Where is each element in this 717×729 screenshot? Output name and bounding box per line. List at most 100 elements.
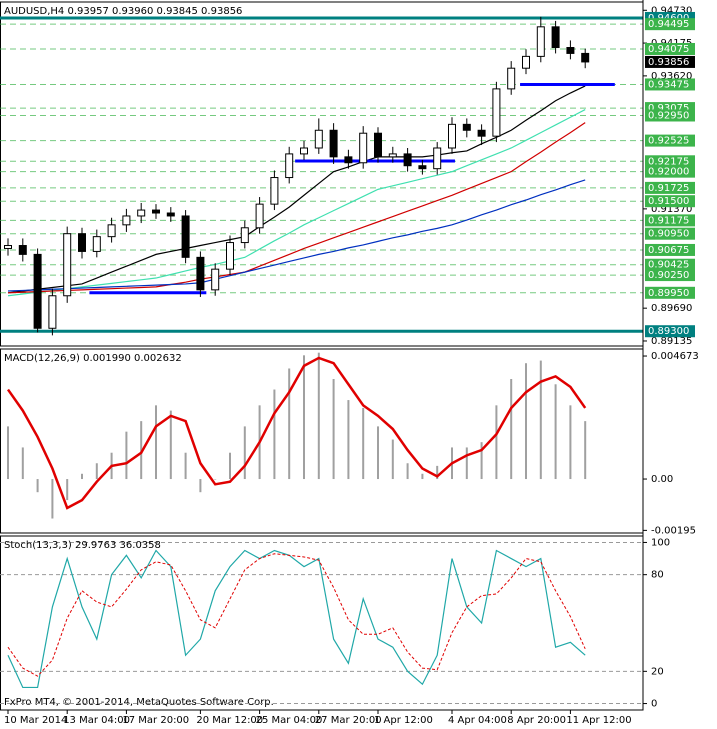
moving-average — [7, 179, 586, 292]
level-label-box — [645, 18, 695, 31]
level-label-box — [645, 109, 695, 122]
macd-bar — [140, 421, 143, 480]
macd-bar — [495, 405, 498, 480]
last-price-label: 0.93856 — [648, 57, 689, 68]
macd-bar — [36, 479, 39, 493]
macd-bar — [421, 473, 424, 480]
level-label: 0.92950 — [648, 110, 689, 121]
candle-body — [196, 256, 205, 291]
level-label: 0.91725 — [648, 183, 689, 194]
level-label-box — [645, 286, 695, 299]
level-label-box — [645, 42, 695, 55]
level-label: 0.91500 — [648, 196, 689, 207]
candle-body — [270, 177, 279, 205]
level-label: 0.94075 — [648, 44, 689, 55]
candle-body — [181, 215, 190, 258]
x-tick-label: 1 Apr 12:00 — [374, 715, 433, 726]
x-tick-label: 27 Mar 20:00 — [315, 715, 382, 726]
macd-bar — [436, 465, 439, 480]
macd-bar — [51, 479, 54, 519]
candle-body — [300, 147, 308, 155]
level-label-box — [645, 165, 695, 178]
y-tick-label: 0.93620 — [651, 71, 692, 82]
level-label: 0.89300 — [648, 326, 689, 337]
candle-body — [507, 67, 516, 90]
macd-bar — [406, 463, 409, 480]
candle-body — [48, 295, 57, 329]
candle-body — [374, 132, 382, 158]
macd-bar — [303, 355, 305, 480]
candle-body — [477, 129, 486, 137]
macd-bar — [347, 400, 350, 480]
level-label-box — [645, 78, 695, 91]
moving-average — [7, 85, 586, 294]
macd-bar — [155, 405, 157, 480]
macd-bar — [199, 479, 202, 493]
candle-body — [388, 153, 397, 158]
candle-body — [92, 236, 101, 252]
x-tick-label: 10 Mar 2014 — [4, 715, 67, 726]
level-label: 0.94495 — [648, 19, 689, 30]
level-label: 0.92175 — [648, 156, 689, 167]
macd-bar — [273, 389, 276, 480]
macd-bar — [229, 452, 231, 480]
last-price-box — [645, 55, 695, 68]
candle-body — [211, 268, 220, 291]
macd-bar — [480, 442, 483, 480]
candle-body — [433, 147, 442, 170]
candle-body — [107, 224, 116, 238]
macd-bar — [7, 426, 9, 480]
candle-body — [551, 26, 560, 49]
x-tick-label: 11 Apr 12:00 — [566, 715, 631, 726]
candle-body — [255, 203, 264, 229]
macd-bar — [184, 452, 187, 480]
macd-bar — [66, 479, 69, 501]
level-label-box — [645, 195, 695, 208]
candle-body — [122, 215, 131, 226]
level-label-box — [645, 325, 695, 338]
y-tick-label: 0.94730 — [651, 5, 692, 16]
level-label: 0.90675 — [648, 245, 689, 256]
stoch-signal — [7, 553, 586, 677]
candle-body — [581, 52, 590, 63]
macd-bar — [95, 463, 98, 480]
macd-bar — [243, 426, 246, 480]
macd-bar — [214, 479, 217, 480]
panel-title: MACD(12,26,9) 0.001990 0.002632 — [4, 353, 182, 364]
y-tick-label: 0.89135 — [651, 336, 692, 347]
stoch-main — [7, 549, 586, 689]
candle-body — [18, 245, 27, 255]
macd-bar — [81, 473, 83, 480]
candle-body — [137, 209, 146, 217]
level-label: 0.92000 — [648, 167, 689, 178]
level-label: 0.92525 — [648, 136, 689, 147]
candle-body — [536, 26, 545, 57]
level-label: 0.90425 — [648, 260, 689, 271]
candle-body — [63, 233, 72, 297]
candle-body — [492, 88, 501, 137]
y-tick-label: 0.91370 — [651, 204, 692, 215]
macd-bar — [125, 431, 128, 480]
macd-bar — [332, 379, 335, 480]
level-label: 0.93075 — [648, 103, 689, 114]
panel-title: AUDUSD,H4 0.93957 0.93960 0.93845 0.9385… — [4, 6, 242, 17]
level-label: 0.89950 — [648, 288, 689, 299]
macd-bar — [510, 379, 513, 480]
level-label: 0.90250 — [648, 270, 689, 281]
candle-body — [33, 253, 42, 329]
macd-bar — [169, 410, 172, 480]
x-tick-label: 8 Apr 20:00 — [507, 715, 566, 726]
level-label-box — [645, 155, 695, 168]
x-tick-label: 4 Apr 04:00 — [448, 715, 507, 726]
candle-body — [285, 153, 294, 179]
level-label: 0.90950 — [648, 229, 689, 240]
macd-bar — [377, 426, 379, 480]
level-label-box — [645, 181, 695, 194]
y-tick-label: 100 — [651, 537, 670, 548]
level-label-box — [645, 134, 695, 147]
candle-body — [314, 129, 323, 149]
moving-average — [7, 122, 586, 294]
candle-body — [462, 123, 471, 131]
